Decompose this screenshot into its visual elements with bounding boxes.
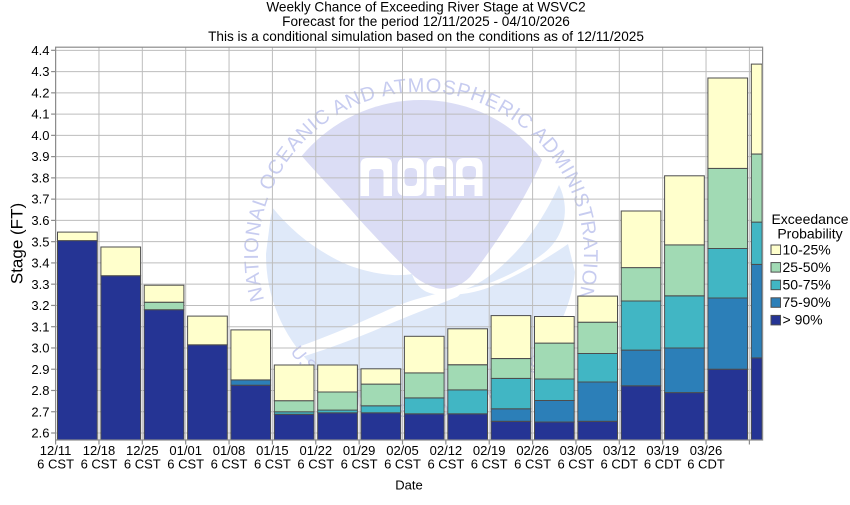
svg-text:02/26: 02/26 [516, 443, 549, 458]
svg-text:01/22: 01/22 [300, 443, 333, 458]
svg-text:Probability: Probability [777, 226, 842, 242]
svg-text:6 CST: 6 CST [37, 457, 74, 472]
svg-text:01/08: 01/08 [213, 443, 246, 458]
svg-text:6 CDT: 6 CDT [644, 457, 682, 472]
svg-text:4.2: 4.2 [31, 85, 49, 100]
svg-text:4.4: 4.4 [31, 43, 49, 58]
svg-text:2.6: 2.6 [31, 426, 49, 441]
svg-text:6 CST: 6 CST [384, 457, 421, 472]
svg-text:2.8: 2.8 [31, 383, 49, 398]
svg-text:01/01: 01/01 [169, 443, 202, 458]
svg-text:6 CST: 6 CST [211, 457, 248, 472]
svg-text:02/19: 02/19 [473, 443, 506, 458]
svg-text:12/25: 12/25 [126, 443, 159, 458]
svg-text:02/05: 02/05 [386, 443, 419, 458]
svg-text:3.5: 3.5 [31, 234, 49, 249]
svg-text:3.8: 3.8 [31, 171, 49, 186]
svg-text:12/11: 12/11 [40, 443, 72, 458]
svg-text:4.0: 4.0 [31, 128, 49, 143]
svg-text:6 CST: 6 CST [341, 457, 378, 472]
svg-text:6 CST: 6 CST [557, 457, 594, 472]
svg-text:6 CST: 6 CST [254, 457, 291, 472]
svg-text:2.7: 2.7 [31, 404, 49, 419]
svg-text:6 CST: 6 CST [471, 457, 508, 472]
svg-text:6 CST: 6 CST [297, 457, 334, 472]
svg-text:3.3: 3.3 [31, 277, 49, 292]
svg-text:6 CDT: 6 CDT [601, 457, 639, 472]
svg-text:12/18: 12/18 [83, 443, 116, 458]
svg-text:3.7: 3.7 [31, 192, 49, 207]
svg-text:03/12: 03/12 [603, 443, 636, 458]
svg-text:6 CST: 6 CST [167, 457, 204, 472]
svg-text:03/05: 03/05 [560, 443, 593, 458]
svg-text:03/26: 03/26 [690, 443, 723, 458]
svg-text:6 CST: 6 CST [514, 457, 551, 472]
svg-text:03/19: 03/19 [646, 443, 679, 458]
svg-text:2.9: 2.9 [31, 362, 49, 377]
svg-text:6 CST: 6 CST [124, 457, 161, 472]
svg-text:01/15: 01/15 [256, 443, 289, 458]
svg-text:4.1: 4.1 [31, 107, 49, 122]
svg-text:3.6: 3.6 [31, 213, 49, 228]
svg-text:75-90%: 75-90% [783, 294, 831, 310]
svg-text:Exceedance: Exceedance [771, 211, 848, 227]
svg-text:Weekly Chance of Exceeding Riv: Weekly Chance of Exceeding River Stage a… [266, 0, 585, 15]
svg-text:Stage (FT): Stage (FT) [8, 203, 27, 284]
svg-text:3.1: 3.1 [31, 319, 49, 334]
svg-text:6 CST: 6 CST [427, 457, 464, 472]
svg-text:3.9: 3.9 [31, 149, 49, 164]
svg-text:3.2: 3.2 [31, 298, 49, 313]
svg-text:Forecast for the period 12/11/: Forecast for the period 12/11/2025 - 04/… [282, 14, 570, 29]
svg-text:02/12: 02/12 [430, 443, 463, 458]
svg-text:6 CDT: 6 CDT [687, 457, 725, 472]
svg-text:This is a conditional simulati: This is a conditional simulation based o… [208, 29, 644, 44]
svg-text:25-50%: 25-50% [783, 259, 831, 275]
svg-text:01/29: 01/29 [343, 443, 376, 458]
svg-text:3.4: 3.4 [31, 256, 49, 271]
svg-text:Date: Date [395, 478, 422, 493]
svg-text:3.0: 3.0 [31, 341, 49, 356]
svg-text:4.3: 4.3 [31, 64, 49, 79]
svg-text:10-25%: 10-25% [783, 241, 831, 257]
svg-text:> 90%: > 90% [783, 312, 823, 328]
svg-text:6 CST: 6 CST [81, 457, 118, 472]
svg-text:50-75%: 50-75% [783, 277, 831, 293]
